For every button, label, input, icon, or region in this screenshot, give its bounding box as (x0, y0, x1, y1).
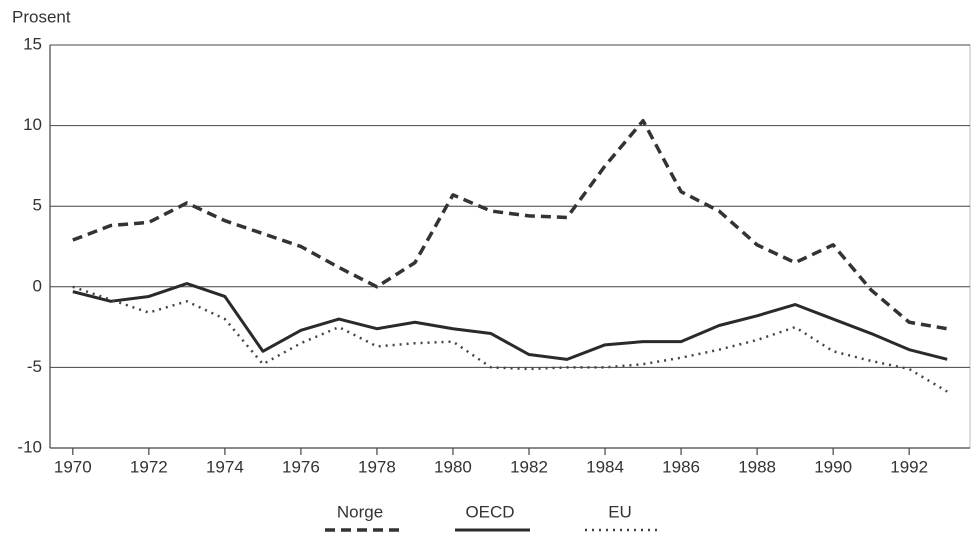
y-tick-label: 5 (33, 196, 42, 215)
legend-label: EU (608, 502, 632, 521)
series-line (72, 285, 948, 393)
y-tick-label: 0 (33, 276, 42, 295)
x-tick-label: 1980 (434, 457, 472, 476)
series-line (72, 282, 948, 361)
x-tick-label: 1988 (738, 457, 776, 476)
x-tick-label: 1976 (282, 457, 320, 476)
y-tick-label: 15 (23, 34, 42, 53)
x-tick-label: 1978 (358, 457, 396, 476)
y-axis-label: Prosent (12, 7, 71, 26)
legend-label: Norge (337, 502, 383, 521)
y-tick-label: -5 (27, 357, 42, 376)
y-tick-label: -10 (17, 437, 42, 456)
x-tick-label: 1986 (662, 457, 700, 476)
y-tick-label: 10 (23, 115, 42, 134)
x-tick-label: 1984 (586, 457, 624, 476)
x-tick-label: 1974 (206, 457, 244, 476)
legend-label: OECD (465, 502, 514, 521)
x-tick-label: 1982 (510, 457, 548, 476)
x-tick-label: 1992 (890, 457, 928, 476)
series-line (72, 119, 948, 331)
x-tick-label: 1970 (54, 457, 92, 476)
x-tick-label: 1972 (130, 457, 168, 476)
x-tick-label: 1990 (814, 457, 852, 476)
